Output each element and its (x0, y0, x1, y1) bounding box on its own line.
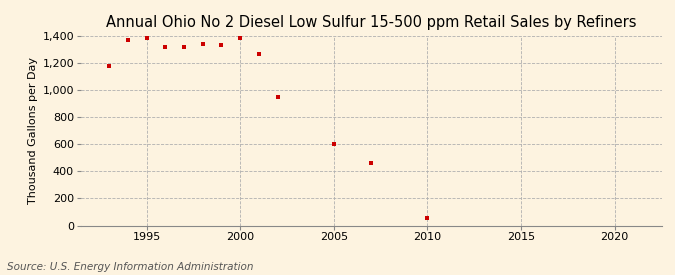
Point (235, 36, 246, 41)
Point (160, 44, 171, 49)
Y-axis label: Thousand Gallons per Day: Thousand Gallons per Day (28, 57, 38, 204)
Point (179, 45, 190, 50)
Point (104, 64, 115, 68)
Point (366, 161, 377, 165)
Point (329, 142, 340, 146)
Point (272, 95, 283, 99)
Point (254, 52, 265, 56)
Point (422, 216, 433, 220)
Title: Annual Ohio No 2 Diesel Low Sulfur 15-500 ppm Retail Sales by Refiners: Annual Ohio No 2 Diesel Low Sulfur 15-50… (106, 15, 637, 31)
Point (122, 38, 133, 42)
Point (216, 43, 227, 48)
Point (141, 35, 152, 40)
Text: Source: U.S. Energy Information Administration: Source: U.S. Energy Information Administ… (7, 262, 253, 272)
Point (197, 42, 208, 46)
